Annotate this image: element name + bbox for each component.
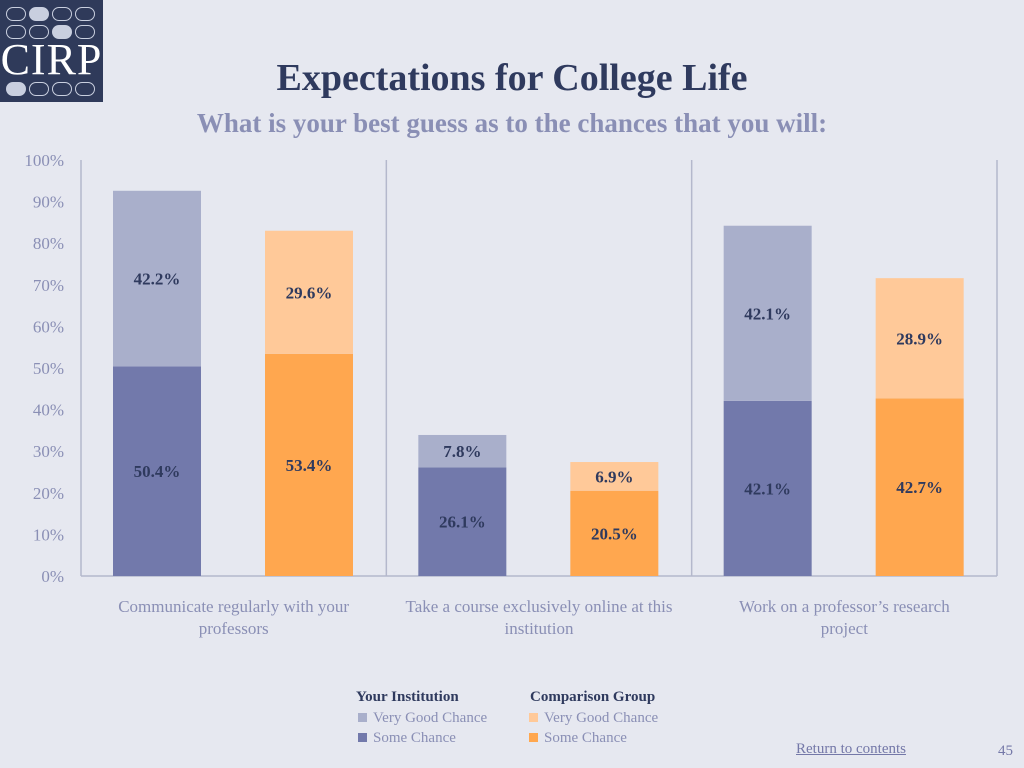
bar-institution-some: [418, 467, 507, 576]
y-tick-label: 100%: [24, 151, 64, 170]
y-tick-label: 20%: [33, 484, 64, 503]
y-tick-label: 10%: [33, 525, 64, 544]
y-tick-label: 70%: [33, 276, 64, 295]
data-label: 42.1%: [744, 304, 791, 323]
legend-inst-very-good: Very Good Chance: [358, 710, 487, 727]
x-category-label: Take a course exclusively online at this: [406, 597, 673, 616]
legend-inst-some: Some Chance: [358, 730, 456, 747]
legend-comp-very-good: Very Good Chance: [529, 710, 658, 727]
bar-institution-some: [723, 400, 812, 576]
x-category-label: project: [821, 619, 868, 638]
bar-comparison-very-good: [265, 230, 353, 354]
stacked-bar-chart: 0% 10% 20% 30% 40% 50% 60% 70% 80% 90% 100% 50.4% 42…: [24, 151, 998, 638]
data-label: 6.9%: [595, 467, 633, 486]
bar-institution-very-good: [418, 434, 507, 468]
data-label: 42.1%: [744, 479, 791, 498]
legend-swatch: [529, 733, 538, 742]
y-tick-label: 80%: [33, 234, 64, 253]
legend-swatch: [358, 733, 367, 742]
legend-label: Very Good Chance: [544, 710, 659, 726]
legend-comp-some: Some Chance: [529, 730, 627, 747]
bar-comparison-some: [265, 353, 353, 576]
legend-title-institution: Your Institution: [356, 689, 459, 705]
logo-text: CIRP: [0, 35, 103, 84]
bar-institution-some: [113, 366, 201, 576]
legend-label: Very Good Chance: [373, 710, 488, 726]
return-to-contents-link[interactable]: Return to contents: [796, 741, 906, 757]
bar-comparison-some: [570, 490, 659, 576]
y-tick-label: 30%: [33, 442, 64, 461]
data-label: 42.2%: [134, 270, 181, 289]
bar-comparison-very-good: [570, 462, 659, 491]
data-label: 42.7%: [896, 478, 943, 497]
data-label: 26.1%: [439, 513, 486, 532]
bar-institution-very-good: [723, 225, 812, 401]
x-category-label: professors: [199, 619, 269, 638]
data-label: 7.8%: [443, 442, 481, 461]
legend-title-comparison: Comparison Group: [530, 689, 656, 705]
bar-comparison-very-good: [875, 278, 964, 399]
data-label: 20.5%: [591, 524, 638, 543]
page-subtitle: What is your best guess as to the chance…: [196, 108, 828, 138]
y-tick-label: 60%: [33, 317, 64, 336]
data-label: 29.6%: [286, 283, 333, 302]
legend-swatch: [358, 713, 367, 722]
cirp-logo: CIRP: [0, 0, 103, 102]
data-label: 50.4%: [134, 462, 181, 481]
y-tick-label: 40%: [33, 401, 64, 420]
data-label: 53.4%: [286, 456, 333, 475]
x-category-label: Work on a professor’s research: [739, 597, 950, 616]
bar-comparison-some: [875, 398, 964, 576]
legend-label: Some Chance: [373, 730, 456, 746]
page-title: Expectations for College Life: [276, 57, 748, 99]
y-tick-label: 90%: [33, 193, 64, 212]
y-tick-label: 0%: [41, 567, 64, 586]
x-category-label: Communicate regularly with your: [118, 597, 349, 616]
x-category-label: institution: [505, 619, 574, 638]
data-label: 28.9%: [896, 329, 943, 348]
bar-institution-very-good: [113, 190, 201, 367]
y-tick-label: 50%: [33, 359, 64, 378]
page-number: 45: [998, 743, 1013, 759]
legend-label: Some Chance: [544, 730, 627, 746]
legend-swatch: [529, 713, 538, 722]
